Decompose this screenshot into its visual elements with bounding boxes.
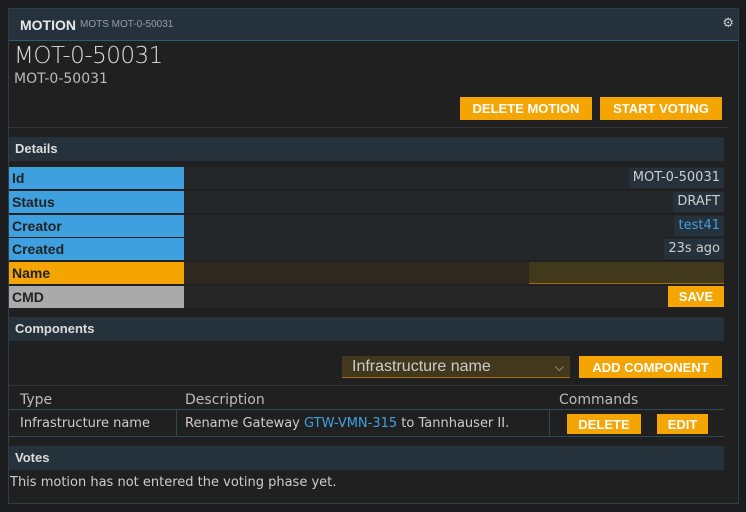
gear-icon[interactable]: ⚙ — [722, 16, 734, 31]
component-type: Infrastructure name — [20, 416, 150, 431]
start-voting-button[interactable]: START VOTING — [600, 97, 722, 120]
motion-panel: MOTION MOTS MOT-0-50031 ⚙ MOT-0-50031 MO… — [8, 8, 739, 504]
col-type: Type — [20, 392, 53, 408]
add-component-button[interactable]: ADD COMPONENT — [579, 356, 722, 378]
panel-title: MOTION — [20, 16, 76, 33]
delete-motion-button[interactable]: DELETE MOTION — [460, 97, 592, 120]
divider — [9, 385, 728, 386]
table-row — [9, 409, 724, 437]
chevron-down-icon: ⌵ — [554, 360, 564, 374]
edit-component-button[interactable]: EDIT — [657, 414, 708, 434]
select-value: Infrastructure name — [352, 358, 491, 375]
desc-text: Rename Gateway — [185, 416, 305, 431]
detail-row-id: Id MOT-0-50031 — [9, 167, 724, 189]
panel-header: MOTION MOTS MOT-0-50031 ⚙ — [9, 9, 738, 41]
panel-subtitle: MOTS MOT-0-50031 — [80, 19, 174, 30]
motion-title: MOT-0-50031 — [14, 43, 163, 69]
name-input[interactable] — [529, 262, 724, 284]
value: MOT-0-50031 — [628, 168, 724, 188]
label: Id — [9, 167, 184, 189]
motion-subtitle: MOT-0-50031 — [14, 71, 108, 87]
details-heading: Details — [9, 137, 724, 161]
label: Created — [9, 238, 184, 260]
detail-row-cmd: CMD SAVE — [9, 286, 724, 308]
save-button[interactable]: SAVE — [668, 286, 724, 307]
votes-heading: Votes — [9, 446, 724, 470]
creator-link[interactable]: test41 — [674, 216, 724, 236]
detail-row-creator: Creator test41 — [9, 215, 724, 237]
value: 23s ago — [664, 239, 724, 259]
component-type-select[interactable]: Infrastructure name ⌵ — [342, 356, 570, 378]
desc-text: to Tannhauser II. — [397, 416, 510, 431]
col-description: Description — [185, 392, 265, 408]
delete-component-button[interactable]: DELETE — [567, 414, 641, 434]
value: DRAFT — [673, 192, 724, 212]
label: Name — [9, 262, 184, 284]
votes-message: This motion has not entered the voting p… — [10, 475, 337, 490]
detail-row-status: Status DRAFT — [9, 191, 724, 213]
divider — [9, 127, 728, 128]
component-description: Rename Gateway GTW-VMN-315 to Tannhauser… — [185, 416, 509, 431]
components-heading: Components — [9, 317, 724, 341]
col-commands: Commands — [559, 392, 639, 408]
label: CMD — [9, 286, 184, 308]
label: Creator — [9, 215, 184, 237]
gateway-link[interactable]: GTW-VMN-315 — [304, 416, 398, 431]
label: Status — [9, 191, 184, 213]
detail-row-name: Name — [9, 262, 724, 284]
detail-row-created: Created 23s ago — [9, 238, 724, 260]
